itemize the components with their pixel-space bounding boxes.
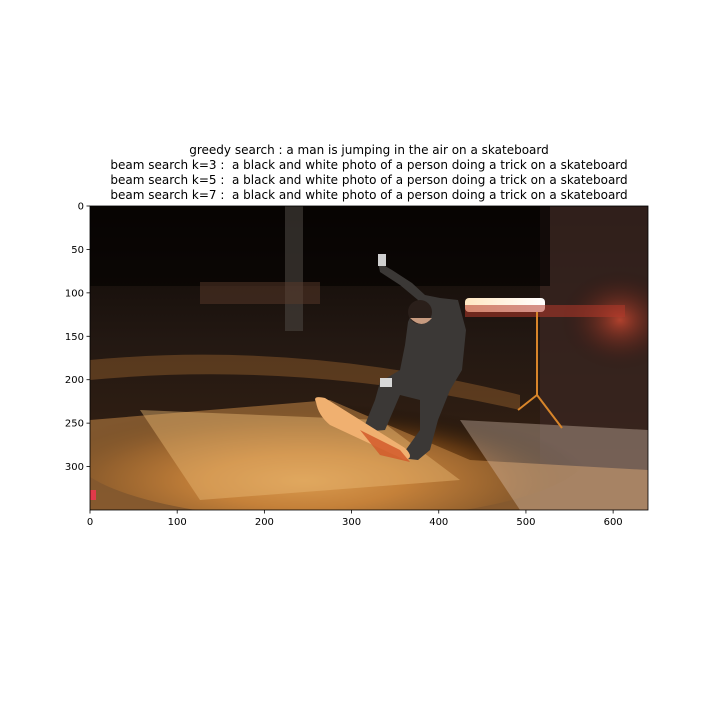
x-tick-label: 400	[429, 517, 448, 528]
x-tick-label: 200	[255, 517, 274, 528]
y-tick-label: 50	[71, 245, 84, 256]
x-tick-label: 100	[168, 517, 187, 528]
x-axis: 0 100 200 300 400 500 600	[87, 510, 623, 528]
title-line-beam-k5: beam search k=5 : a black and white phot…	[110, 173, 628, 187]
x-tick-label: 300	[342, 517, 361, 528]
y-tick-label: 300	[65, 462, 84, 473]
x-tick-label: 0	[87, 517, 93, 528]
y-tick-label: 200	[65, 375, 84, 386]
figure-title: greedy search : a man is jumping in the …	[0, 143, 720, 203]
y-axis: 0 50 100 150 200 250 300	[65, 202, 90, 473]
y-tick-label: 150	[65, 332, 84, 343]
title-line-beam-k3: beam search k=3 : a black and white phot…	[110, 158, 628, 172]
x-tick-label: 600	[604, 517, 623, 528]
y-tick-label: 0	[78, 202, 84, 213]
skateboarder-photo	[90, 206, 648, 510]
axes-frame	[89, 205, 649, 511]
y-tick-label: 250	[65, 419, 84, 430]
title-line-greedy: greedy search : a man is jumping in the …	[189, 143, 549, 157]
title-line-beam-k7: beam search k=7 : a black and white phot…	[110, 188, 628, 202]
x-tick-label: 500	[516, 517, 535, 528]
y-tick-label: 100	[65, 288, 84, 299]
